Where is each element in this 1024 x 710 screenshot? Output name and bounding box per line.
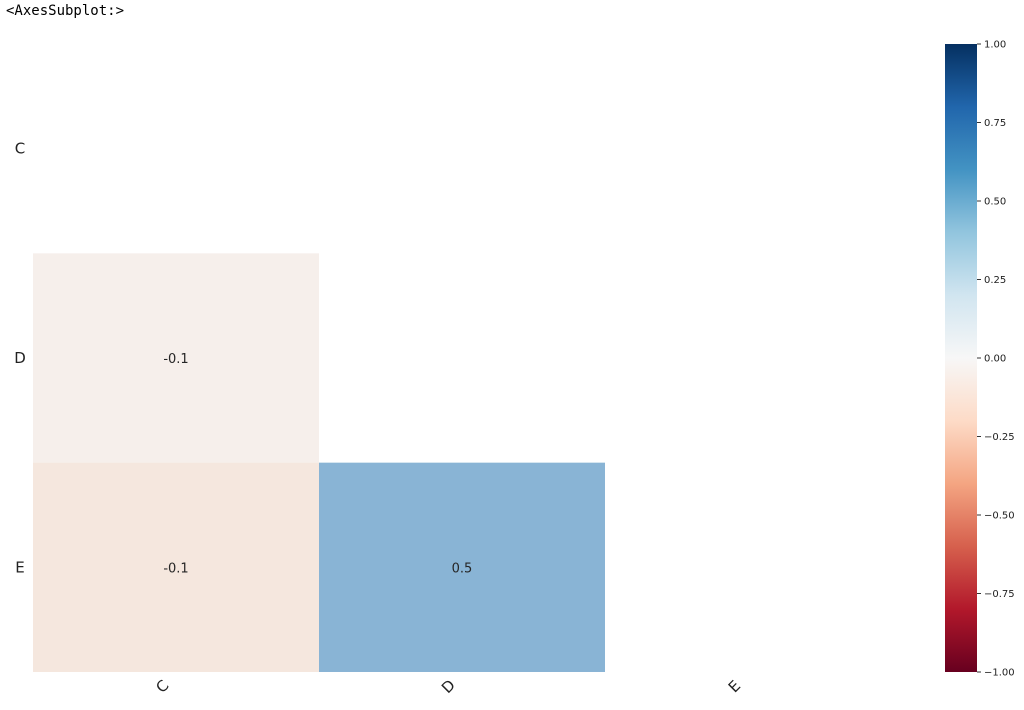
heatmap-cell-e-c [33, 462, 319, 672]
x-axis-labels: C D E [152, 676, 744, 697]
colorbar-tick-label: 0.75 [984, 118, 1006, 129]
y-tick-label: E [15, 558, 24, 576]
colorbar-tick-label: −0.50 [984, 511, 1015, 522]
heatmap-cell-e-d [319, 462, 605, 672]
x-tick-label: C [152, 676, 172, 696]
x-tick-label: E [725, 677, 744, 696]
cell-value-label: -0.1 [163, 352, 188, 367]
x-tick-label: D [438, 676, 459, 697]
heatmap-cells: -0.1 -0.1 0.5 [33, 253, 605, 672]
y-tick-label: D [14, 349, 26, 367]
colorbar-tick-label: −0.25 [984, 432, 1015, 443]
heatmap-cell-d-c [33, 253, 319, 463]
cell-value-label: -0.1 [163, 561, 188, 576]
y-tick-label: C [15, 140, 25, 158]
axes-repr-text: <AxesSubplot:> [6, 3, 125, 19]
colorbar-gradient [945, 44, 977, 672]
cell-value-label: 0.5 [452, 561, 473, 576]
y-axis-labels: C D E [14, 140, 26, 577]
colorbar-tick-label: −0.75 [984, 589, 1015, 600]
colorbar-tick-label: 1.00 [984, 40, 1006, 51]
colorbar: 1.00 0.75 0.50 0.25 0.00 −0.25 −0.50 −0.75 −1.00 [945, 40, 1015, 679]
colorbar-tick-label: 0.25 [984, 275, 1006, 286]
colorbar-tick-label: −1.00 [984, 668, 1015, 679]
colorbar-tick-label: 0.00 [984, 354, 1006, 365]
colorbar-tick-label: 0.50 [984, 197, 1006, 208]
